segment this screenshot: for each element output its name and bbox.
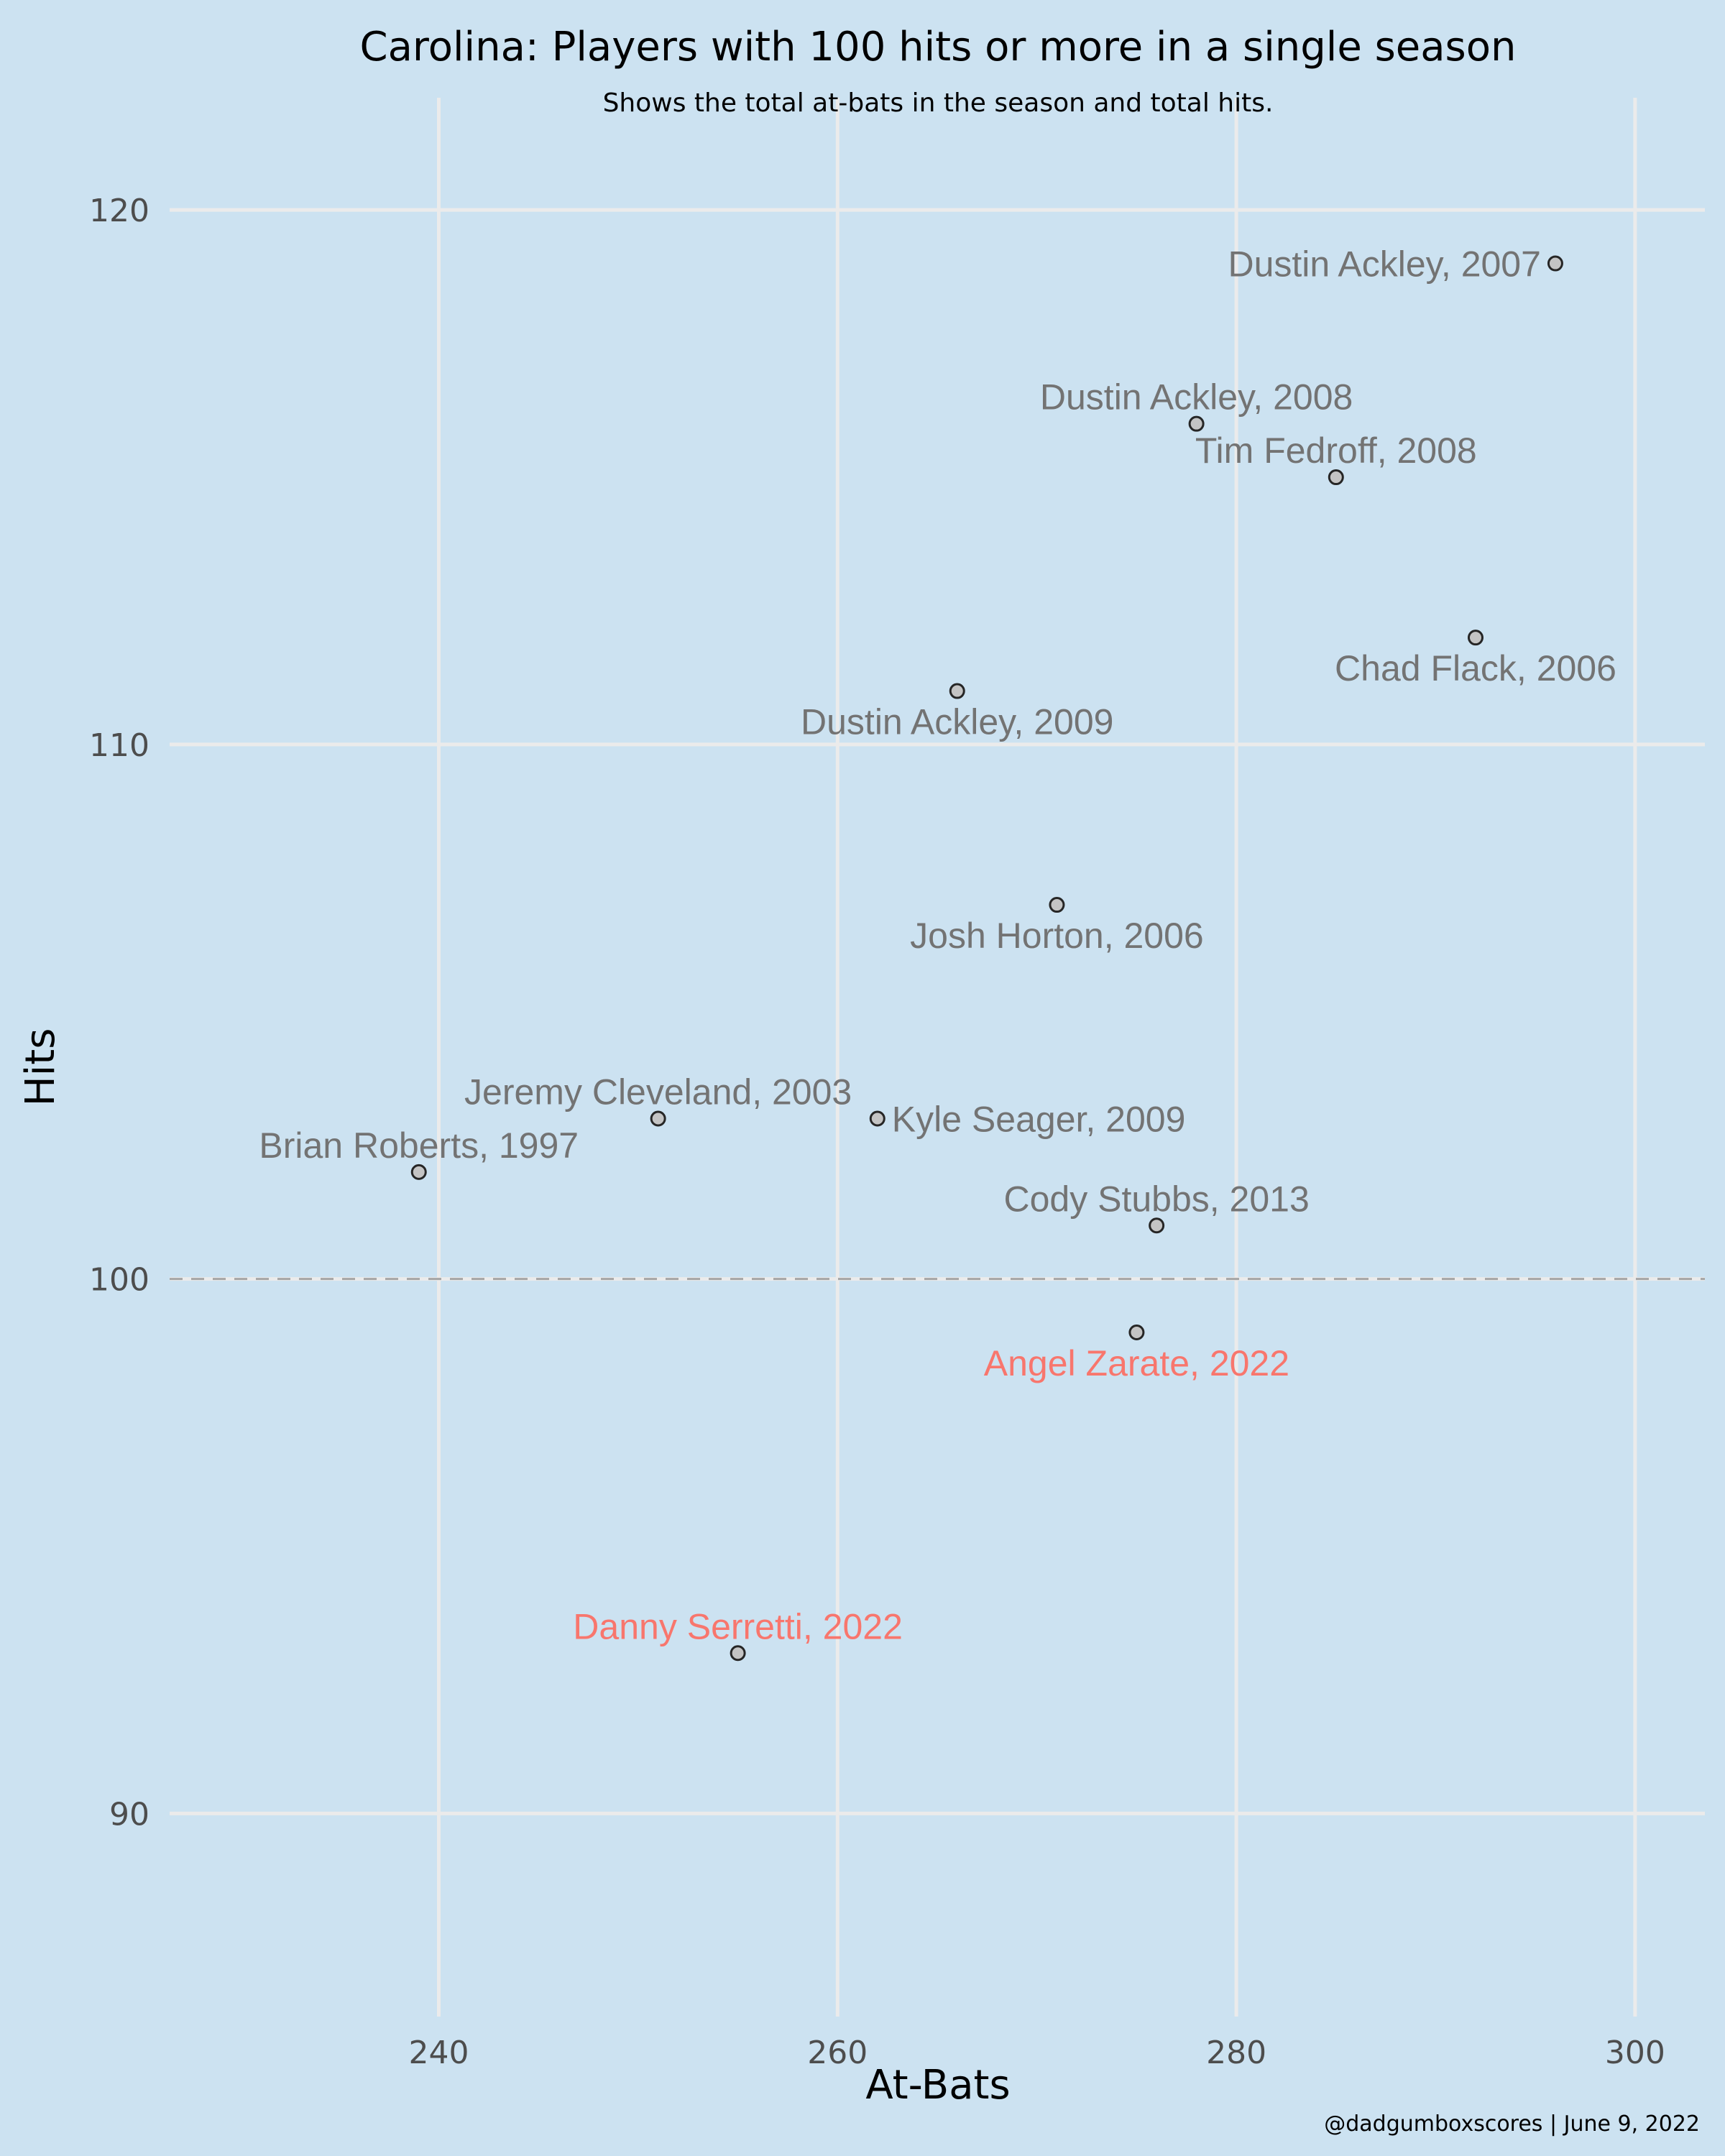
point-label: Josh Horton, 2006 [910,916,1204,956]
y-tick-label: 100 [89,1262,150,1299]
chart-title: Carolina: Players with 100 hits or more … [360,24,1517,70]
y-tick-label: 120 [89,193,150,229]
data-point [410,1164,427,1180]
data-point [650,1110,666,1127]
gridlines [170,98,1705,2017]
point-label: Kyle Seager, 2009 [892,1100,1186,1140]
chart-subtitle: Shows the total at-bats in the season an… [603,88,1274,118]
data-point [1049,897,1065,913]
point-label: Dustin Ackley, 2007 [1228,244,1541,285]
x-tick-label: 300 [1605,2035,1665,2071]
point-labels: Dustin Ackley, 2007 Dustin Ackley, 2008 Ti… [259,244,1616,1647]
x-tick-label: 260 [807,2035,868,2071]
tick-labels: 240 260 280 300 90 100 110 120 [89,193,1665,2071]
data-point [730,1645,746,1662]
point-label: Cody Stubbs, 2013 [1003,1179,1309,1219]
x-tick-label: 280 [1206,2035,1266,2071]
x-tick-label: 240 [409,2035,469,2071]
point-label: Dustin Ackley, 2008 [1040,377,1353,418]
chart-caption: @dadgumboxscores | June 9, 2022 [1324,2111,1700,2137]
y-tick-label: 90 [109,1796,150,1833]
y-axis-title: Hits [17,1028,64,1107]
point-label: Danny Serretti, 2022 [573,1606,903,1646]
data-point [1128,1325,1145,1341]
data-point [949,683,965,699]
y-tick-label: 110 [89,727,150,764]
point-label: Tim Fedroff, 2008 [1195,430,1477,471]
data-point [1188,415,1205,432]
point-label: Brian Roberts, 1997 [259,1125,579,1166]
data-point [1547,255,1563,272]
data-point [1328,469,1344,486]
point-label: Chad Flack, 2006 [1335,648,1616,688]
point-label: Jeremy Cleveland, 2003 [464,1072,852,1112]
point-label: Dustin Ackley, 2009 [801,702,1113,742]
data-point [1467,630,1484,646]
data-point [869,1110,886,1127]
x-axis-title: At-Bats [865,2062,1010,2109]
point-label: Angel Zarate, 2022 [984,1343,1289,1383]
data-points [410,255,1563,1662]
data-point [1149,1217,1165,1234]
